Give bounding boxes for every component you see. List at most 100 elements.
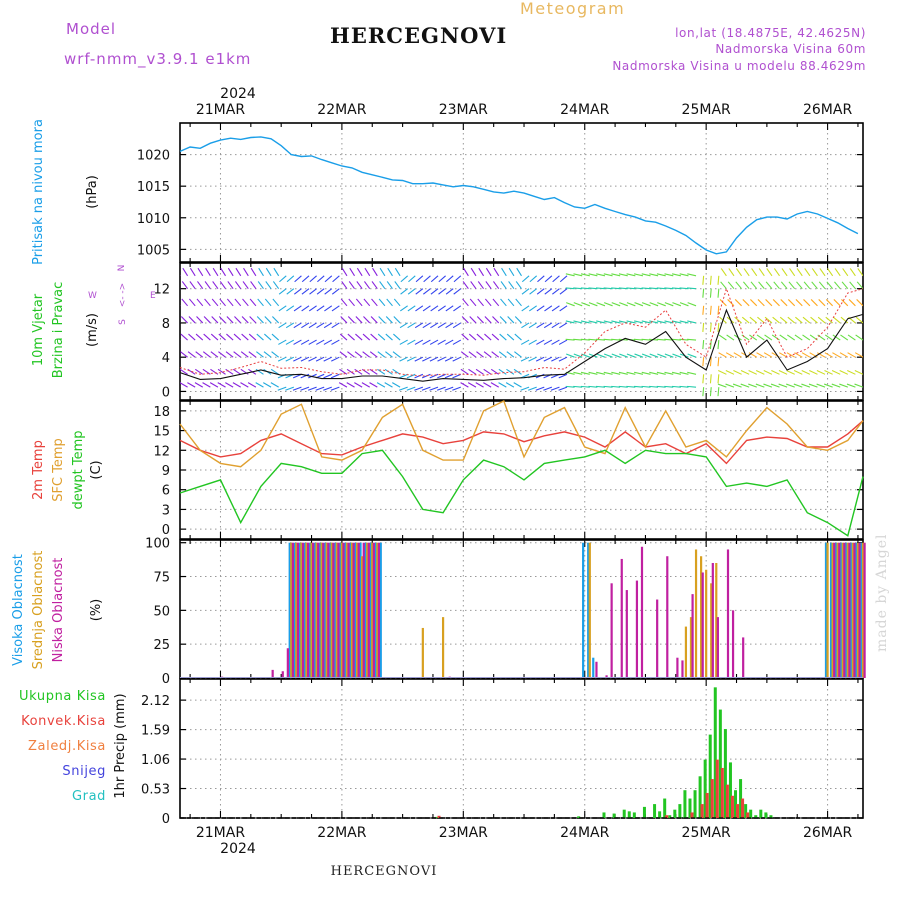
wind-arrow [801,352,811,358]
wind-arrow [437,373,446,379]
cloud-mid-bar [361,556,364,678]
wind-arrow [240,351,249,358]
wind-arrow [429,339,439,345]
wind-arrow [293,305,302,312]
cloud-mid-bar [355,542,359,678]
wind-arrow [521,275,530,283]
cloud-low-bar [286,648,289,678]
wind-arrow [514,351,522,358]
wind-arrow [771,334,780,341]
wind-arrow [595,338,606,341]
wind-arrow [521,305,530,312]
wind-arrow [559,305,568,312]
cloud-low-bar [666,556,669,678]
cloud-mid-bar [684,626,688,678]
wind-arrow [826,281,834,290]
wind-arrow [225,382,234,388]
precip-conv-bar [715,759,719,818]
wind-arrow [180,356,181,358]
wind-arrow [316,339,325,345]
wind-arrow [611,338,621,341]
wind-arrow [742,299,750,307]
wind-arrow [727,299,735,307]
cloud-high-bar [845,542,848,678]
precip-total-bar [764,812,768,818]
cloud-low-bar [691,594,694,678]
temp-2m-label: 2m Temp [31,440,46,500]
wind-arrow [234,298,242,307]
cloud-low-bar [676,657,679,678]
cloud-high-bar [324,542,327,678]
wind-arrow [308,373,317,379]
wind-arrow [717,387,720,397]
wind-arrow [840,316,849,324]
wind-arrow [339,368,348,375]
wind-arrow [506,368,515,375]
wind-arrow [218,351,226,358]
wind-arrow [552,275,560,283]
precip-total-bar [754,815,758,818]
wind-arrow [795,316,803,324]
wind-arrow [220,267,226,277]
wind-arrow [521,322,530,329]
wind-arrow [293,322,302,329]
y-tick-label: 8 [162,317,170,332]
wind-arrow [847,334,856,341]
wind-arrow [249,316,257,324]
wind-arrow [181,281,189,290]
precip-conv-bar [690,812,694,818]
wind-arrow [717,383,727,388]
wind-arrow [256,351,264,358]
wind-arrow [430,275,439,283]
wind-arrow [558,356,568,362]
wind-arrow [189,281,196,290]
wind-arrow [641,287,651,290]
wind-arrow [235,267,242,277]
wind-arrow [493,267,500,277]
wind-arrow [536,322,545,329]
wind-arrow [364,267,371,277]
precip-conv-bar [746,812,750,818]
wind-arrow [278,339,287,345]
wind-arrow [399,305,408,312]
wind-arrow [485,267,492,277]
wind-arrow [679,371,689,375]
wind-arrow [286,288,295,295]
wind-arrow [264,316,272,324]
precip-total-bar [759,809,763,818]
wind-arrow [558,339,568,345]
cloud-mid-bar [826,542,829,678]
wind-arrow [626,371,636,375]
wind-arrow [717,374,720,384]
wind-arrow [196,316,204,324]
wind-arrow [203,316,211,324]
wind-arrow [780,281,788,290]
cloud-mid-bar [305,542,308,678]
wind-arrow [180,382,188,388]
cloud-low-bar [357,542,360,678]
wind-arrow [751,268,758,277]
temp-2m-line [179,420,864,465]
wind-arrow [588,371,598,375]
precip-conv-bar [710,779,714,818]
cloud-high-bar [374,542,377,678]
cloud-high-bar [318,542,322,678]
wind-arrow [241,316,249,324]
cloud-mid-bar [856,542,860,678]
wind-arrow [848,299,856,307]
cloud-mid-bar [836,542,839,678]
cloud-mid-bar [441,617,445,678]
wind-arrow [270,382,279,388]
wind-arrow [203,333,211,341]
wind-arrow [816,352,826,358]
wind-arrow [180,386,181,388]
wind-arrow [779,334,788,341]
wind-arrow [810,299,818,307]
wind-arrow [285,339,295,345]
cloud-low-bar [711,563,714,678]
wind-arrow [483,368,492,375]
wind-arrow [500,298,507,307]
wind-arrow [415,288,424,295]
wind-arrow [842,268,849,277]
wind-arrow [849,268,856,277]
